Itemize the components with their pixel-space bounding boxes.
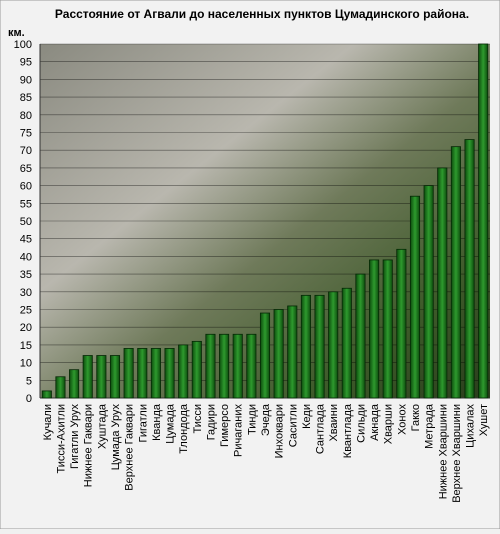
- bar: [246, 333, 257, 399]
- y-tick-label: 55: [20, 198, 32, 210]
- x-tick-label: Гимерсо: [219, 404, 231, 447]
- y-tick-label: 70: [20, 145, 32, 157]
- x-tick-label: Нижнее Хваршини: [437, 404, 449, 499]
- x-tick-label: Цумада Урух: [110, 404, 122, 471]
- bar: [259, 312, 271, 399]
- x-tick-label: Гигатли: [137, 404, 149, 443]
- bar: [273, 309, 284, 399]
- x-tick-label: Хварши: [383, 404, 395, 444]
- y-tick-label: 65: [20, 163, 32, 175]
- x-tick-label: Ричаганих: [233, 404, 245, 457]
- x-tick-label: Хуштада: [96, 403, 108, 449]
- y-tick-label: 0: [26, 393, 32, 405]
- bar: [382, 259, 393, 399]
- bar: [205, 333, 216, 399]
- y-tick-label: 45: [20, 234, 32, 246]
- bar: [341, 287, 352, 399]
- x-tick-label: Тисси: [192, 404, 204, 434]
- bar: [178, 344, 189, 399]
- bar: [478, 43, 489, 399]
- x-tick-label: Нижнее Гаквари: [83, 404, 95, 487]
- bar: [41, 390, 52, 399]
- bar: [150, 348, 161, 399]
- bar: [396, 248, 407, 399]
- bar: [409, 195, 421, 399]
- x-tick-label: Цумада: [165, 403, 177, 444]
- y-tick-label: 95: [20, 57, 32, 69]
- chart-title: Расстояние от Агвали до населенных пункт…: [55, 7, 469, 21]
- bar: [423, 185, 434, 399]
- bar: [300, 294, 311, 399]
- x-tick-label: Тлондода: [178, 403, 190, 454]
- x-tick-label: Акнада: [369, 403, 381, 441]
- bar: [164, 348, 175, 399]
- x-tick-label: Верхнее Хваршини: [451, 404, 463, 503]
- x-tick-label: Гадири: [205, 404, 217, 440]
- bar: [137, 348, 148, 399]
- y-tick-label: 50: [20, 216, 32, 228]
- x-tick-label: Кучали: [42, 404, 54, 440]
- bar: [219, 333, 230, 399]
- x-tick-label: Инхоквари: [274, 404, 286, 458]
- y-tick-label: 85: [20, 92, 32, 104]
- x-tick-label: Квантлада: [342, 403, 354, 458]
- x-tick-label: Хваини: [328, 404, 340, 442]
- bar: [355, 273, 366, 399]
- x-tick-label: Кеди: [301, 404, 313, 429]
- x-tick-label: Цихалах: [465, 404, 477, 448]
- x-tick-label: Эчеда: [260, 403, 272, 436]
- x-tick-label: Саситли: [287, 404, 299, 447]
- x-tick-label: Метрада: [424, 403, 436, 449]
- bar: [437, 167, 448, 399]
- bar: [55, 376, 66, 399]
- x-tick-label: Сильди: [355, 404, 367, 443]
- y-tick-label: 60: [20, 181, 32, 193]
- bar: [123, 348, 134, 399]
- x-tick-label: Хонох: [396, 404, 408, 435]
- y-tick-label: 100: [14, 39, 32, 51]
- bar: [369, 259, 380, 399]
- bar: [314, 294, 325, 399]
- x-tick-label: Тисси-Ахитли: [55, 404, 67, 474]
- y-tick-label: 5: [26, 375, 32, 387]
- bar: [82, 355, 93, 399]
- y-tick-label: 75: [20, 128, 32, 140]
- bar: [96, 355, 107, 399]
- y-tick-label: 15: [20, 340, 32, 352]
- y-tick-label: 40: [20, 251, 32, 263]
- bar: [464, 139, 475, 399]
- bar: [232, 333, 243, 399]
- x-tick-label: Сантлада: [315, 403, 327, 454]
- y-tick-label: 10: [20, 358, 32, 370]
- bar: [450, 146, 461, 399]
- y-axis-label: км.: [8, 27, 25, 39]
- y-tick-label: 90: [20, 74, 32, 86]
- y-tick-label: 25: [20, 305, 32, 317]
- y-tick-label: 35: [20, 269, 32, 281]
- x-tick-label: Гакко: [410, 404, 422, 431]
- x-tick-label: Тинди: [246, 404, 258, 435]
- bar: [69, 369, 80, 399]
- y-tick-label: 80: [20, 110, 32, 122]
- x-tick-label: Гигатли Урух: [69, 404, 81, 470]
- y-tick-label: 20: [20, 322, 32, 334]
- y-tick-label: 30: [20, 287, 32, 299]
- x-tick-label: Хушет: [478, 404, 490, 436]
- bar: [328, 291, 339, 399]
- bar: [287, 305, 298, 399]
- bar: [109, 355, 121, 399]
- bar: [191, 340, 202, 399]
- x-tick-label: Верхнее Гаквари: [124, 404, 136, 491]
- x-tick-label: Кванда: [151, 403, 163, 441]
